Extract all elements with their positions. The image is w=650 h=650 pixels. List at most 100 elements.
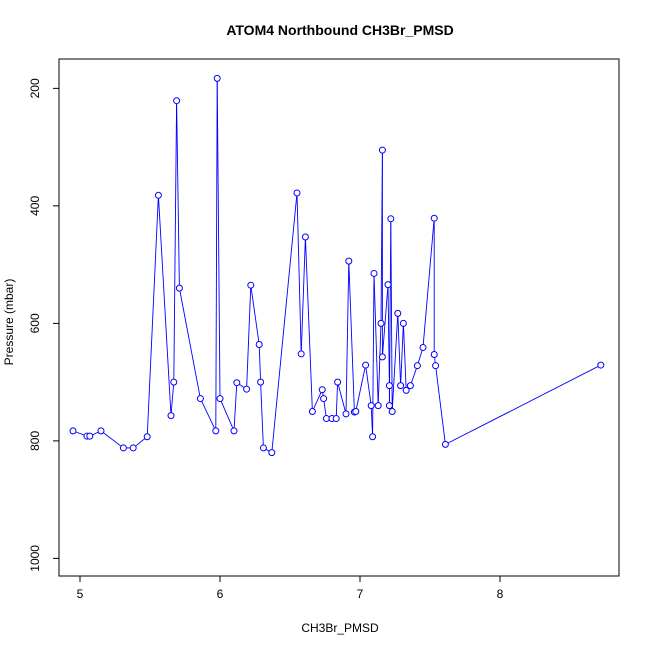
data-point (374, 402, 382, 410)
plot-frame (58, 58, 620, 577)
x-tick-label: 5 (77, 587, 84, 601)
data-point (257, 378, 265, 386)
series-segment (304, 236, 313, 412)
y-tick-label: 400 (28, 196, 42, 216)
data-point (332, 415, 340, 423)
series-segment (296, 192, 302, 354)
data-point (334, 378, 342, 386)
data-point (259, 444, 267, 452)
data-point (230, 427, 238, 435)
series-segment (372, 273, 375, 437)
data-point (385, 402, 393, 410)
data-point (352, 408, 360, 415)
data-point (143, 433, 151, 441)
data-point (196, 395, 204, 403)
data-point (378, 353, 386, 361)
data-point (406, 382, 414, 390)
data-point (293, 189, 301, 197)
series-segment (146, 195, 159, 437)
y-tick-label: 200 (28, 78, 42, 98)
data-point (119, 444, 127, 452)
y-tick-label: 1000 (28, 545, 42, 572)
series-segment (409, 365, 418, 386)
data-point (430, 214, 438, 222)
data-point (213, 74, 221, 82)
series-segment (435, 365, 446, 445)
series-segment (388, 218, 392, 406)
series-segment (199, 398, 217, 432)
series-segment (348, 261, 355, 413)
series-segment (176, 100, 180, 289)
data-point (301, 233, 309, 241)
data-point (175, 284, 183, 292)
y-axis-label: Pressure (mbar) (2, 279, 16, 366)
chart-title: ATOM4 Northbound CH3Br_PMSD (226, 22, 453, 38)
data-point (385, 382, 393, 390)
series-segment (445, 364, 602, 445)
series-segment (215, 78, 218, 431)
series-segment (373, 273, 379, 406)
data-point (394, 309, 402, 317)
series-segment (377, 323, 382, 406)
series-segment (250, 285, 260, 345)
data-point (597, 361, 605, 369)
data-point (86, 432, 94, 440)
data-point (243, 385, 251, 393)
data-point (430, 351, 438, 359)
series-segment (355, 364, 367, 412)
series-segment (337, 382, 347, 414)
data-point (432, 362, 440, 370)
series-segment (397, 313, 402, 386)
data-point (233, 379, 241, 387)
data-point (441, 440, 449, 448)
data-point (255, 341, 263, 349)
series-segment (300, 236, 306, 354)
y-tick-label: 800 (28, 431, 42, 451)
series-segment (365, 365, 372, 406)
data-point (402, 386, 410, 394)
data-point (69, 427, 77, 435)
data-point (318, 386, 326, 394)
data-point (384, 281, 392, 289)
series-segment (233, 382, 238, 431)
data-series (69, 74, 605, 457)
data-point (387, 215, 395, 223)
data-point (399, 319, 407, 327)
x-axis-label: CH3Br_PMSD (301, 621, 379, 635)
series-segment (216, 78, 221, 399)
data-point (369, 433, 377, 441)
series-segment (345, 261, 350, 414)
data-point (370, 269, 378, 277)
data-point (388, 408, 396, 415)
series-segment (390, 218, 393, 412)
data-point (320, 395, 328, 403)
series-segment (402, 323, 407, 391)
data-point (167, 412, 175, 420)
data-point (216, 395, 224, 403)
x-axis: 5 6 7 8 (77, 576, 504, 601)
series-segment (387, 284, 390, 386)
data-point (268, 449, 276, 457)
data-point (419, 343, 427, 351)
data-point (308, 408, 316, 415)
data-point (212, 427, 220, 435)
series-segment (100, 430, 124, 449)
series-segment (335, 382, 339, 419)
series-segment (400, 323, 404, 386)
series-segment (170, 382, 175, 416)
series-segment (260, 382, 264, 448)
data-point (377, 319, 385, 327)
data-point (397, 382, 405, 390)
series-segment (173, 100, 178, 383)
series-segment (391, 313, 399, 412)
series-segment (271, 192, 298, 453)
series-segment (246, 285, 252, 390)
x-tick-label: 8 (497, 587, 504, 601)
data-point (173, 97, 181, 105)
data-point (345, 257, 353, 265)
data-point (97, 427, 105, 435)
data-point (378, 146, 386, 154)
x-tick-label: 7 (357, 587, 364, 601)
series-segment (381, 284, 389, 357)
